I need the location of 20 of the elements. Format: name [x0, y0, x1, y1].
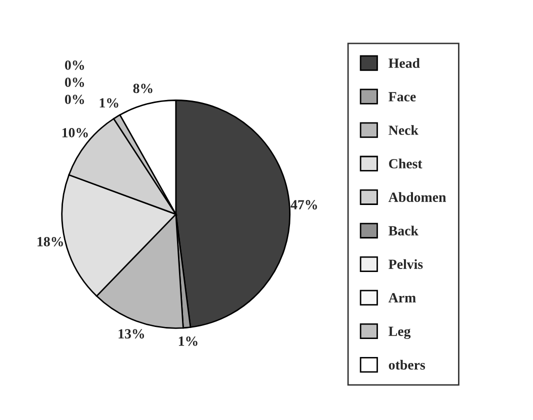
legend-label: Pelvis — [388, 259, 423, 269]
legend-label: Abdomen — [388, 192, 446, 202]
legend-label: Face — [388, 92, 416, 102]
data-label: 1% — [100, 98, 118, 108]
legend-label: Neck — [388, 125, 418, 135]
legend-label: Chest — [389, 158, 422, 168]
data-label: 1% — [178, 336, 198, 346]
text: 0% — [64, 78, 84, 88]
data-label: 18% — [38, 236, 63, 246]
legend-label: Back — [388, 226, 418, 236]
data-label: 13% — [118, 329, 144, 339]
legend-label: Head — [388, 58, 420, 68]
legend-label: otbers — [388, 360, 426, 370]
text: 0% — [64, 94, 84, 104]
data-label: 47% — [290, 200, 317, 210]
legend-label: Arm — [388, 293, 416, 302]
data-label: 8% — [133, 84, 152, 94]
text: 0% — [64, 60, 84, 70]
legend-label: Leg — [388, 326, 411, 339]
data-label: 10% — [62, 128, 88, 138]
